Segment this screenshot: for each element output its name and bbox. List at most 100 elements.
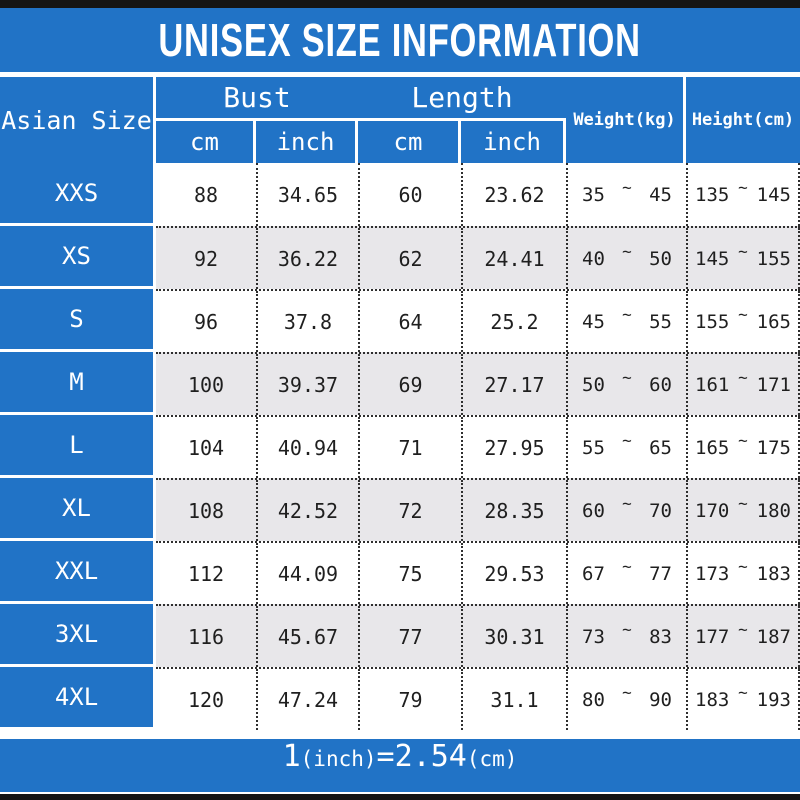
size-label: 4XL xyxy=(0,667,156,730)
table-row: 4XL 120 47.24 79 31.1 80 ~ 90 183 ~ 193 xyxy=(0,667,800,730)
weight-max: 60 xyxy=(649,373,672,396)
column-header-weight: Weight(kg) xyxy=(566,77,686,163)
bust-inch-value: 37.8 xyxy=(256,291,358,352)
length-inch-value: 27.95 xyxy=(461,417,566,478)
length-cm-value: 69 xyxy=(358,354,461,415)
bust-inch-value: 47.24 xyxy=(256,669,358,730)
height-min: 161 xyxy=(695,373,730,396)
weight-max: 65 xyxy=(649,436,672,459)
weight-min: 73 xyxy=(582,625,605,648)
title-banner: UNISEX SIZE INFORMATION xyxy=(0,8,800,72)
row-cells: 120 47.24 79 31.1 80 ~ 90 183 ~ 193 xyxy=(156,667,800,730)
range-tilde-icon: ~ xyxy=(622,305,632,324)
range-tilde-icon: ~ xyxy=(622,431,632,450)
row-cells: 112 44.09 75 29.53 67 ~ 77 173 ~ 183 xyxy=(156,541,800,604)
subheader-length-inch: inch xyxy=(461,121,566,163)
range-tilde-icon: ~ xyxy=(738,368,748,387)
height-max: 175 xyxy=(756,436,791,459)
weight-min: 60 xyxy=(582,499,605,522)
height-max: 183 xyxy=(756,562,791,585)
height-max: 193 xyxy=(756,688,791,711)
size-label: XL xyxy=(0,478,156,541)
length-cm-value: 79 xyxy=(358,669,461,730)
weight-range: 73 ~ 83 xyxy=(566,606,686,667)
length-inch-value: 27.17 xyxy=(461,354,566,415)
page-title: UNISEX SIZE INFORMATION xyxy=(158,14,642,66)
weight-range: 40 ~ 50 xyxy=(566,228,686,289)
weight-max: 90 xyxy=(649,688,672,711)
weight-min: 67 xyxy=(582,562,605,585)
range-tilde-icon: ~ xyxy=(622,242,632,261)
height-max: 180 xyxy=(756,499,791,522)
weight-min: 35 xyxy=(582,183,605,206)
subheader-bust-cm: cm xyxy=(156,121,256,163)
row-cells: 104 40.94 71 27.95 55 ~ 65 165 ~ 175 xyxy=(156,415,800,478)
height-range: 135 ~ 145 xyxy=(686,163,800,226)
note-equals: = xyxy=(376,739,395,774)
weight-range: 55 ~ 65 xyxy=(566,417,686,478)
length-cm-value: 60 xyxy=(358,163,461,226)
row-cells: 88 34.65 60 23.62 35 ~ 45 135 ~ 145 xyxy=(156,163,800,226)
weight-max: 55 xyxy=(649,310,672,333)
height-min: 165 xyxy=(695,436,730,459)
weight-min: 80 xyxy=(582,688,605,711)
height-min: 173 xyxy=(695,562,730,585)
bust-cm-value: 92 xyxy=(193,246,219,271)
height-max: 155 xyxy=(756,247,791,270)
weight-max: 45 xyxy=(649,183,672,206)
table-row: XXL 112 44.09 75 29.53 67 ~ 77 173 ~ 183 xyxy=(0,541,800,604)
size-label: 3XL xyxy=(0,604,156,667)
size-label: M xyxy=(0,352,156,415)
range-tilde-icon: ~ xyxy=(738,683,748,702)
length-cm-value: 64 xyxy=(358,291,461,352)
row-cells: 92 36.22 62 24.41 40 ~ 50 145 ~ 155 xyxy=(156,226,800,289)
length-cm-value: 77 xyxy=(358,606,461,667)
bust-cm-value: 88 xyxy=(193,182,219,207)
length-cm-value: 72 xyxy=(358,480,461,541)
length-inch-value: 28.35 xyxy=(461,480,566,541)
bottom-divider xyxy=(0,792,800,794)
size-label: XXL xyxy=(0,541,156,604)
size-label: XS xyxy=(0,226,156,289)
bust-subheaders: cm inch xyxy=(156,121,358,163)
weight-max: 83 xyxy=(649,625,672,648)
weight-max: 70 xyxy=(649,499,672,522)
range-tilde-icon: ~ xyxy=(622,368,632,387)
height-range: 170 ~ 180 xyxy=(686,480,800,541)
size-label: S xyxy=(0,289,156,352)
weight-min: 55 xyxy=(582,436,605,459)
table-body: XXS 88 34.65 60 23.62 35 ~ 45 135 ~ 145 … xyxy=(0,163,800,730)
column-header-bust: Bust xyxy=(156,77,358,121)
weight-range: 50 ~ 60 xyxy=(566,354,686,415)
column-header-height: Height(cm) xyxy=(686,77,800,163)
range-tilde-icon: ~ xyxy=(622,683,632,702)
bust-cm-value: 96 xyxy=(193,309,219,334)
table-row: M 100 39.37 69 27.17 50 ~ 60 161 ~ 171 xyxy=(0,352,800,415)
size-label: L xyxy=(0,415,156,478)
column-group-bust: Bust cm inch xyxy=(156,77,358,163)
top-frame-bar xyxy=(0,0,800,8)
range-tilde-icon: ~ xyxy=(738,620,748,639)
row-cells: 108 42.52 72 28.35 60 ~ 70 170 ~ 180 xyxy=(156,478,800,541)
bust-inch-value: 40.94 xyxy=(256,417,358,478)
column-group-length: Length cm inch xyxy=(358,77,566,163)
range-tilde-icon: ~ xyxy=(738,494,748,513)
height-max: 187 xyxy=(756,625,791,648)
height-range: 155 ~ 165 xyxy=(686,291,800,352)
length-subheaders: cm inch xyxy=(358,121,566,163)
height-range: 183 ~ 193 xyxy=(686,669,800,730)
weight-max: 77 xyxy=(649,562,672,585)
range-tilde-icon: ~ xyxy=(738,557,748,576)
row-cells: 100 39.37 69 27.17 50 ~ 60 161 ~ 171 xyxy=(156,352,800,415)
weight-range: 80 ~ 90 xyxy=(566,669,686,730)
range-tilde-icon: ~ xyxy=(738,305,748,324)
table-row: S 96 37.8 64 25.2 45 ~ 55 155 ~ 165 xyxy=(0,289,800,352)
table-row: XL 108 42.52 72 28.35 60 ~ 70 170 ~ 180 xyxy=(0,478,800,541)
note-one: 1 xyxy=(282,739,301,774)
range-tilde-icon: ~ xyxy=(738,242,748,261)
bust-cm-value: 108 xyxy=(187,498,225,523)
length-inch-value: 24.41 xyxy=(461,228,566,289)
weight-range: 67 ~ 77 xyxy=(566,543,686,604)
height-min: 155 xyxy=(695,310,730,333)
length-cm-value: 71 xyxy=(358,417,461,478)
